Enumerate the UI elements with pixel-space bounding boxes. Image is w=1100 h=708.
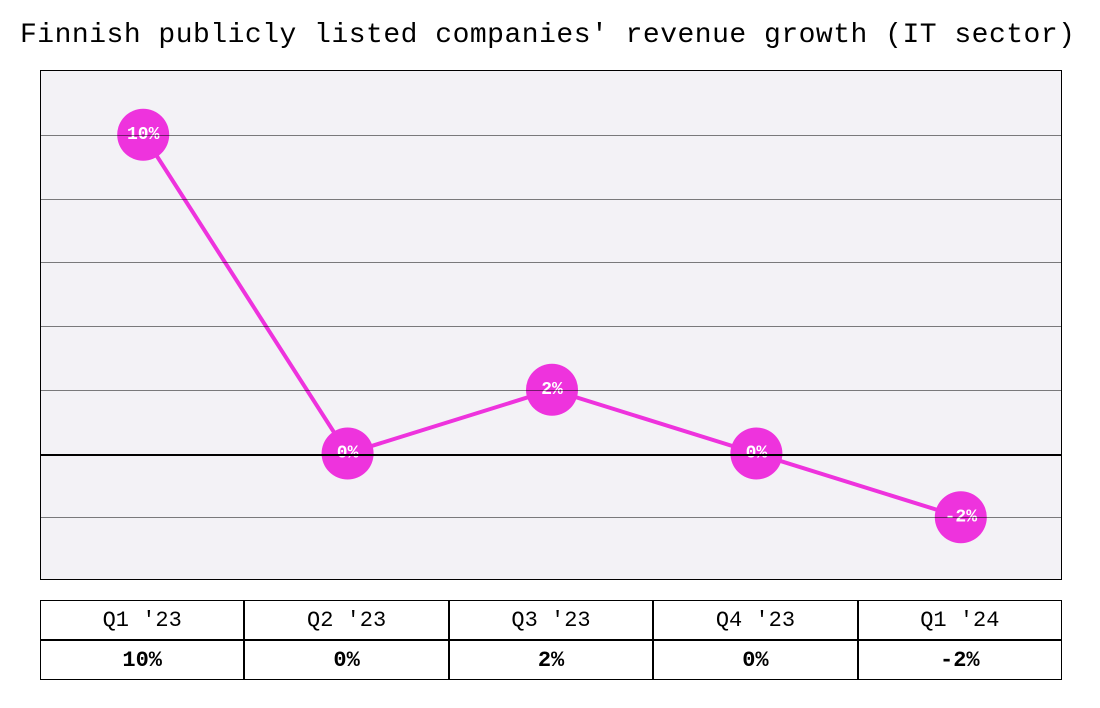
plot-area: 10%0%2%0%-2% [40, 70, 1062, 580]
gridline [41, 135, 1061, 136]
gridline [41, 454, 1061, 456]
table-header-row: Q1 '23Q2 '23Q3 '23Q4 '23Q1 '24 [40, 600, 1062, 640]
table-value-row: 10%0%2%0%-2% [40, 640, 1062, 680]
table-header-cell: Q1 '24 [858, 600, 1062, 640]
gridline [41, 326, 1061, 327]
chart-title: Finnish publicly listed companies' reven… [20, 20, 1075, 51]
chart-container: Finnish publicly listed companies' reven… [0, 0, 1100, 708]
table-value-cell: 0% [244, 640, 448, 680]
table-value-cell: -2% [858, 640, 1062, 680]
gridline [41, 390, 1061, 391]
gridline [41, 517, 1061, 518]
table-header-cell: Q1 '23 [40, 600, 244, 640]
table-header-cell: Q2 '23 [244, 600, 448, 640]
table-header-cell: Q3 '23 [449, 600, 653, 640]
gridline [41, 262, 1061, 263]
table-value-cell: 10% [40, 640, 244, 680]
table-value-cell: 2% [449, 640, 653, 680]
table-value-cell: 0% [653, 640, 857, 680]
table-header-cell: Q4 '23 [653, 600, 857, 640]
gridline [41, 199, 1061, 200]
data-table: Q1 '23Q2 '23Q3 '23Q4 '23Q1 '24 10%0%2%0%… [40, 600, 1062, 680]
